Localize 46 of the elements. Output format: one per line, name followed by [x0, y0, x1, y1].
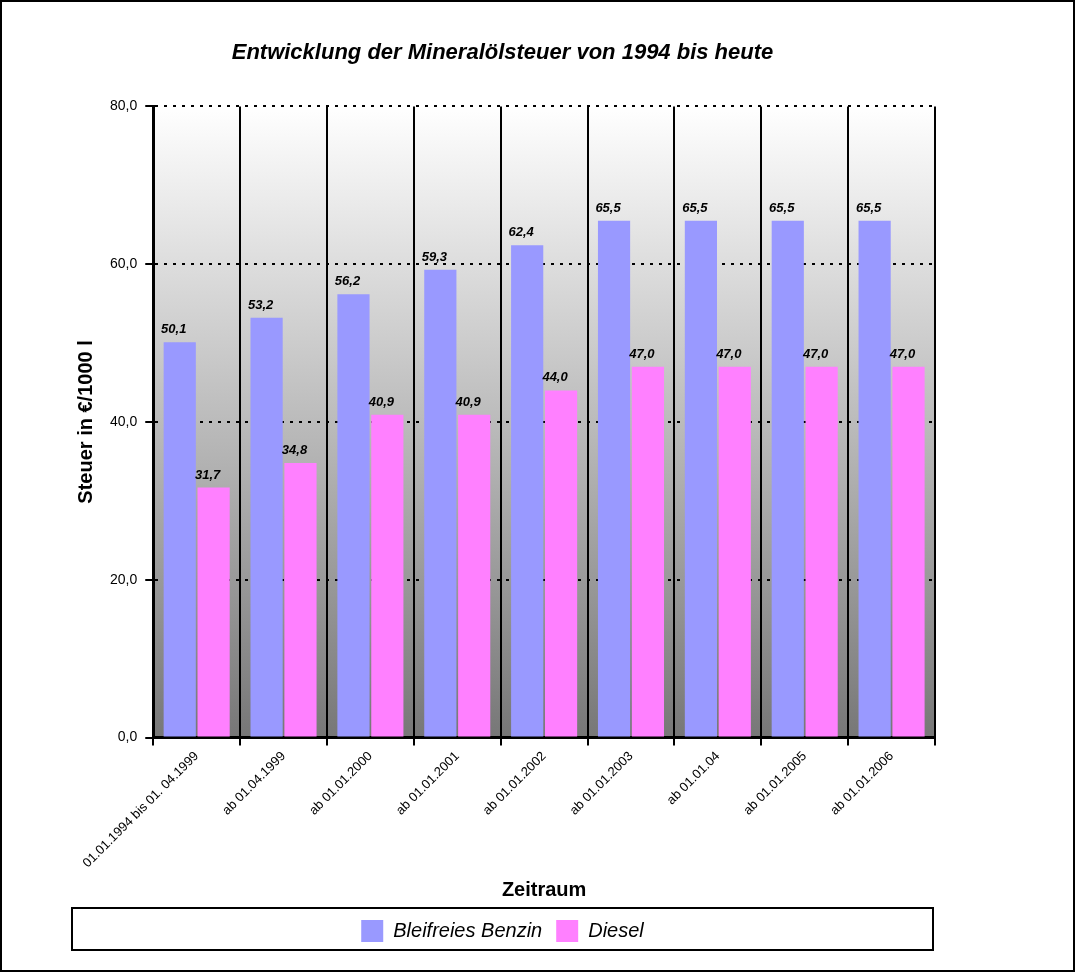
- bar: [805, 366, 838, 737]
- bar: [163, 342, 196, 737]
- data-label: 47,0: [801, 345, 830, 361]
- x-axis-title: Zeitraum: [501, 877, 587, 900]
- data-label: 40,9: [454, 393, 482, 409]
- y-tick-label: 0,0: [117, 728, 138, 745]
- bar: [197, 487, 230, 737]
- data-label: 53,2: [247, 296, 275, 312]
- data-label: 65,5: [855, 199, 883, 215]
- data-label: 34,8: [281, 442, 308, 458]
- bar: [458, 414, 491, 737]
- bar: [631, 366, 665, 737]
- bar: [284, 463, 317, 737]
- bar: [544, 390, 578, 737]
- bar: [892, 366, 925, 737]
- data-label: 47,0: [628, 345, 656, 361]
- data-label: 65,5: [682, 199, 709, 215]
- bar: [597, 220, 631, 737]
- legend-label: Diesel: [588, 918, 645, 941]
- data-label: 40,9: [367, 393, 395, 409]
- data-label: 65,5: [769, 199, 796, 215]
- y-tick-label: 20,0: [110, 570, 138, 587]
- bar: [250, 317, 283, 737]
- y-tick-label: 60,0: [110, 255, 138, 272]
- y-tick-label: 80,0: [110, 97, 138, 114]
- bar: [771, 220, 804, 737]
- y-tick-label: 40,0: [110, 412, 138, 429]
- legend-label: Bleifreies Benzin: [393, 918, 543, 941]
- data-label: 59,3: [421, 248, 448, 264]
- data-label: 62,4: [508, 224, 535, 240]
- data-label: 47,0: [888, 345, 916, 361]
- data-label: 65,5: [595, 199, 622, 215]
- data-label: 31,7: [194, 466, 222, 482]
- data-label: 50,1: [161, 321, 187, 337]
- bar: [337, 294, 370, 737]
- bar: [424, 269, 457, 737]
- y-axis-title: Steuer in €/1000 l: [73, 340, 96, 504]
- bar: [511, 245, 544, 737]
- chart-title: Entwicklung der Mineralölsteuer von 1994 bis heute: [231, 39, 774, 65]
- data-label: 56,2: [334, 273, 361, 289]
- bar: [718, 366, 751, 737]
- data-label: 47,0: [715, 345, 743, 361]
- bar: [371, 414, 404, 737]
- bar: [858, 220, 891, 737]
- data-label: 44,0: [541, 369, 569, 385]
- bar: [684, 220, 717, 737]
